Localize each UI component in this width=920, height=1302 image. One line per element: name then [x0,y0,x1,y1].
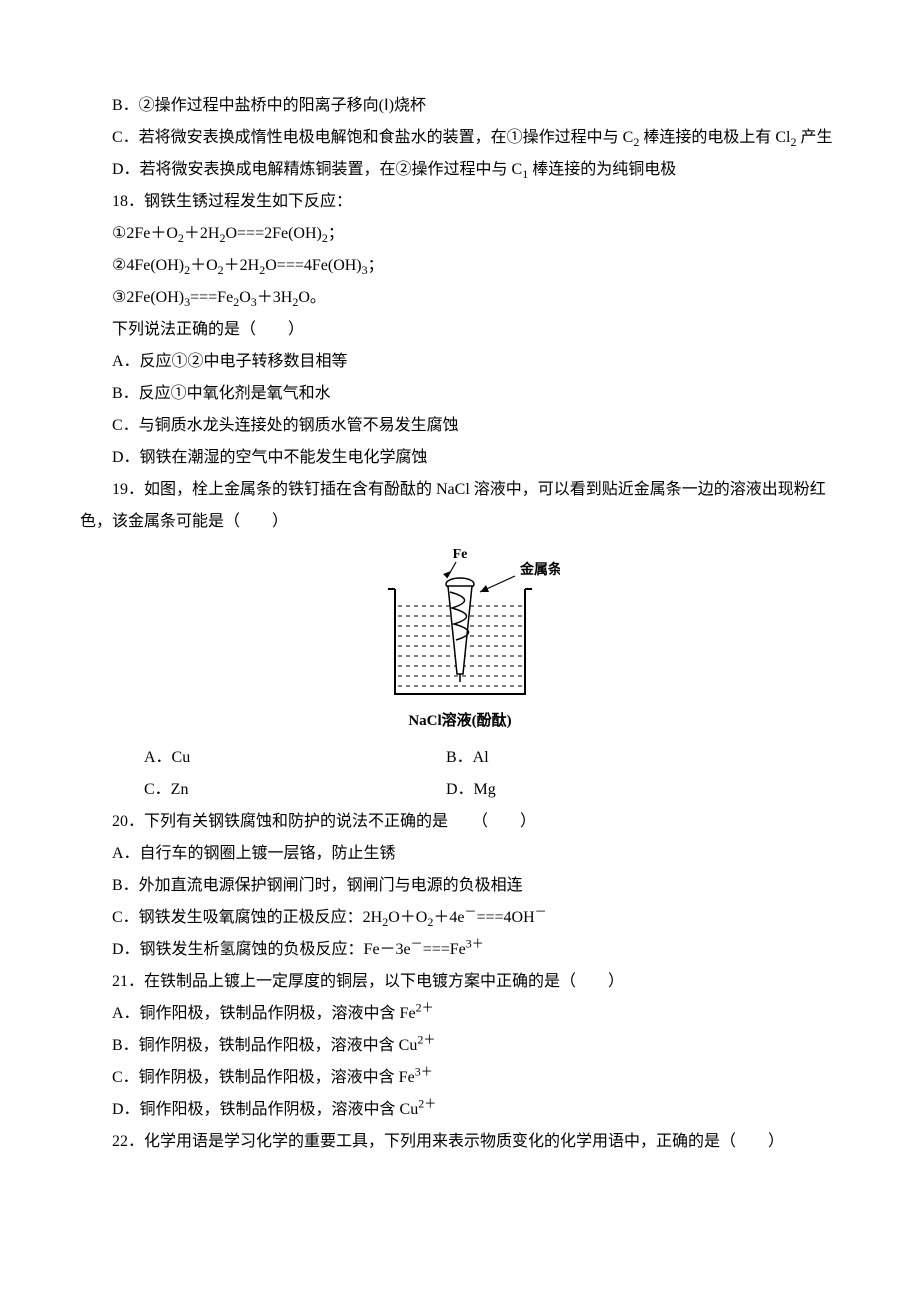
q21-option-d: D．铜作阳极，铁制品作阴极，溶液中含 Cu2＋ [80,1094,840,1126]
q19-options-row1: A．Cu B．Al [80,742,840,774]
figure-caption: NaCl溶液(酚酞) [80,706,840,736]
text: C．铜作阴极，铁制品作阳极，溶液中含 Fe [112,1069,415,1086]
q20-option-d: D．钢铁发生析氢腐蚀的负极反应：Fe－3e－===Fe3＋ [80,934,840,966]
prev-option-d: D．若将微安表换成电解精炼铜装置，在②操作过程中与 C1 棒连接的为纯铜电极 [80,154,840,186]
superscript: 3＋ [415,1065,433,1079]
q18-option-c: C．与铜质水龙头连接处的钢质水管不易发生腐蚀 [80,410,840,442]
q19-option-b: B．Al [446,749,489,766]
q18-reaction-1: ①2Fe＋O2＋2H2O===2Fe(OH)2； [80,218,840,250]
label-metal-strip: 金属条 [519,561,560,578]
text: D．铜作阳极，铁制品作阴极，溶液中含 Cu [112,1101,418,1118]
superscript: － [535,905,547,919]
text: ②4Fe(OH) [112,257,184,274]
q22-stem: 22．化学用语是学习化学的重要工具，下列用来表示物质变化的化学用语中，正确的是（… [80,1126,840,1158]
label-fe: Fe [453,547,468,562]
text: B．铜作阴极，铁制品作阳极，溶液中含 Cu [112,1037,417,1054]
text: ； [368,257,384,274]
superscript: 2＋ [417,1033,435,1047]
text: O＋O [388,909,427,926]
nail-group [446,578,474,682]
superscript: 3＋ [466,937,484,951]
superscript: － [411,937,423,951]
beaker-diagram: Fe 金属条 [360,544,560,704]
text: A．铜作阳极，铁制品作阴极，溶液中含 Fe [112,1005,416,1022]
text: ①2Fe＋O [112,225,178,242]
q19-stem: 19．如图，栓上金属条的铁钉插在含有酚酞的 NaCl 溶液中，可以看到贴近金属条… [80,474,840,538]
text: ===4OH [476,909,534,926]
q18-stem: 18．钢铁生锈过程发生如下反应： [80,186,840,218]
q18-ask: 下列说法正确的是（ ） [80,314,840,346]
superscript: 2＋ [416,1001,434,1015]
text: ===Fe [423,941,466,958]
arrow-head-fe [443,571,451,578]
q18-reaction-2: ②4Fe(OH)2＋O2＋2H2O===4Fe(OH)3； [80,250,840,282]
superscript: 2＋ [418,1097,436,1111]
text: 棒连接的电极上有 Cl [639,129,790,146]
q21-option-c: C．铜作阴极，铁制品作阳极，溶液中含 Fe3＋ [80,1062,840,1094]
text: ③2Fe(OH) [112,289,184,306]
nail-body [448,586,472,674]
text: ＋2H [184,225,220,242]
text: 产生 [796,129,832,146]
prev-option-c: C．若将微安表换成惰性电极电解饱和食盐水的装置，在①操作过程中与 C2 棒连接的… [80,122,840,154]
q18-option-a: A．反应①②中电子转移数目相等 [80,346,840,378]
q19-option-c: C．Zn [112,774,442,806]
text: C．若将微安表换成惰性电极电解饱和食盐水的装置，在①操作过程中与 C [112,129,633,146]
text: ； [328,225,344,242]
text: ＋O [190,257,218,274]
prev-option-b: B．②操作过程中盐桥中的阳离子移向(Ⅰ)烧杯 [80,90,840,122]
q20-stem: 20．下列有关钢铁腐蚀和防护的说法不正确的是 （ ） [80,806,840,838]
superscript: － [464,905,476,919]
q18-option-b: B．反应①中氧化剂是氧气和水 [80,378,840,410]
text: O===4Fe(OH) [265,257,361,274]
q21-stem: 21．在铁制品上镀上一定厚度的铜层，以下电镀方案中正确的是（ ） [80,966,840,998]
text: 棒连接的为纯铜电极 [528,161,676,178]
text: O。 [298,289,326,306]
q19-figure: Fe 金属条 NaCl溶液 [80,544,840,736]
q18-reaction-3: ③2Fe(OH)3===Fe2O3＋3H2O。 [80,282,840,314]
text: D．钢铁发生析氢腐蚀的负极反应：Fe－3e [112,941,411,958]
q19-option-a: A．Cu [112,742,442,774]
q21-option-a: A．铜作阳极，铁制品作阴极，溶液中含 Fe2＋ [80,998,840,1030]
text: ===Fe [190,289,233,306]
q18-option-d: D．钢铁在潮湿的空气中不能发生电化学腐蚀 [80,442,840,474]
text: C．钢铁发生吸氧腐蚀的正极反应：2H [112,909,382,926]
text: D．若将微安表换成电解精炼铜装置，在②操作过程中与 C [112,161,522,178]
q21-option-b: B．铜作阴极，铁制品作阳极，溶液中含 Cu2＋ [80,1030,840,1062]
text: O [239,289,251,306]
q20-option-a: A．自行车的钢圈上镀一层铬，防止生锈 [80,838,840,870]
text: ＋2H [224,257,260,274]
text: O===2Fe(OH) [225,225,321,242]
q20-option-c: C．钢铁发生吸氧腐蚀的正极反应：2H2O＋O2＋4e－===4OH－ [80,902,840,934]
text: ＋3H [257,289,293,306]
q19-options-row2: C．Zn D．Mg [80,774,840,806]
text: ＋4e [433,909,464,926]
q20-option-b: B．外加直流电源保护钢闸门时，钢闸门与电源的负极相连 [80,870,840,902]
q19-option-d: D．Mg [446,781,496,798]
